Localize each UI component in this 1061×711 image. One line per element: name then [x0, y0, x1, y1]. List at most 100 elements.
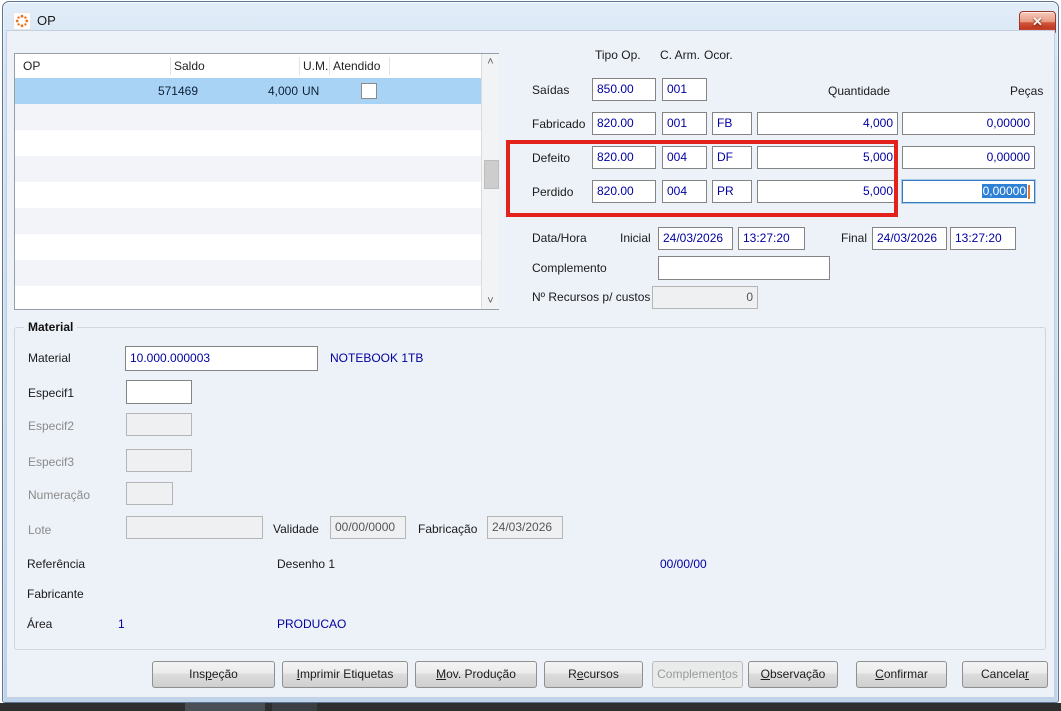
complementos-button: Complementos [652, 661, 743, 688]
perdido-c-arm-field[interactable]: 004 [662, 180, 707, 203]
cell-op: 571469 [157, 84, 198, 98]
text-caret [1028, 184, 1030, 199]
perdido-pecas-field-focused[interactable]: 0,00000 [902, 180, 1035, 203]
op-grid: OP Saldo U.M. Atendido 571469 4,000 UN ˄… [14, 53, 499, 310]
label-data-hora: Data/Hora [532, 231, 587, 245]
label-complemento: Complemento [532, 261, 607, 275]
referencia-data: 00/00/00 [660, 557, 707, 571]
empty-row [15, 104, 481, 130]
defeito-c-arm-field[interactable]: 004 [662, 146, 707, 169]
vertical-scrollbar[interactable]: ˄ ˅ [481, 54, 499, 309]
label-especif3: Especif3 [28, 455, 75, 469]
label-fabricacao: Fabricação [418, 522, 478, 536]
col-header-atendido: Atendido [333, 59, 381, 73]
col-header-saldo: Saldo [174, 59, 205, 73]
op-row-selected[interactable]: 571469 4,000 UN [15, 78, 481, 104]
column-separator [299, 57, 300, 75]
scroll-up-icon[interactable]: ˄ [487, 56, 494, 68]
inspecao-button[interactable]: Inspeção [152, 661, 275, 688]
header-c-arm: C. Arm. [660, 48, 701, 62]
material-group-title: Material [24, 320, 78, 334]
title-bar[interactable] [3, 2, 1056, 30]
atendido-checkbox[interactable] [361, 83, 377, 99]
scroll-thumb[interactable] [484, 160, 499, 189]
column-separator [329, 57, 330, 75]
imprimir-etiquetas-button[interactable]: Imprimir Etiquetas [282, 661, 408, 688]
col-header-um: U.M. [303, 59, 329, 73]
area-code: 1 [118, 617, 125, 631]
recursos-button[interactable]: Recursos [544, 661, 643, 688]
referencia-desenho: Desenho 1 [277, 557, 336, 571]
fabricado-tipo-op-field[interactable]: 820.00 [592, 112, 656, 135]
fabricado-quantidade-field[interactable]: 4,000 [757, 112, 898, 135]
empty-row [15, 208, 481, 234]
material-code-field[interactable]: 10.000.000003 [125, 346, 318, 371]
inicial-date-field[interactable]: 24/03/2026 [658, 227, 733, 250]
label-area: Área [27, 617, 53, 631]
label-defeito: Defeito [532, 151, 571, 165]
fabricado-ocor-field[interactable]: FB [712, 112, 752, 135]
label-numeracao: Numeração [28, 488, 91, 502]
window-title: OP [37, 13, 56, 28]
perdido-quantidade-field[interactable]: 5,000 [757, 180, 898, 203]
label-saidas: Saídas [532, 83, 570, 97]
empty-row [15, 260, 481, 286]
label-material: Material [28, 351, 71, 365]
label-fabricado: Fabricado [532, 117, 586, 131]
saidas-tipo-op-field[interactable]: 850.00 [592, 78, 656, 101]
numeracao-field [126, 482, 173, 505]
defeito-ocor-field[interactable]: DF [712, 146, 752, 169]
fabricado-c-arm-field[interactable]: 001 [662, 112, 707, 135]
validade-field: 00/00/0000 [330, 516, 406, 539]
fabricado-pecas-field[interactable]: 0,00000 [902, 112, 1035, 135]
num-recursos-field: 0 [652, 286, 758, 309]
fabricacao-field: 24/03/2026 [487, 516, 563, 539]
label-final: Final [841, 231, 868, 245]
cell-saldo: 4,000 [267, 84, 298, 98]
especif2-field [126, 413, 192, 436]
lote-field [126, 516, 263, 539]
final-date-field[interactable]: 24/03/2026 [872, 227, 947, 250]
label-inicial: Inicial [620, 231, 651, 245]
cell-um: UN [302, 84, 320, 98]
app-icon [13, 12, 31, 30]
inicial-time-field[interactable]: 13:27:20 [738, 227, 805, 250]
especif1-field[interactable] [126, 380, 192, 404]
label-num-recursos: Nº Recursos p/ custos [532, 290, 651, 304]
defeito-tipo-op-field[interactable]: 820.00 [592, 146, 656, 169]
defeito-quantidade-field[interactable]: 5,000 [757, 146, 898, 169]
column-separator [389, 57, 390, 75]
empty-row [15, 234, 481, 260]
empty-row [15, 156, 481, 182]
confirmar-button[interactable]: Confirmar [856, 661, 947, 688]
material-groupbox [14, 327, 1046, 650]
defeito-pecas-field[interactable]: 0,00000 [902, 146, 1035, 169]
label-especif2: Especif2 [28, 419, 75, 433]
especif3-field [126, 449, 192, 472]
scroll-down-icon[interactable]: ˅ [487, 295, 494, 307]
header-tipo-op: Tipo Op. [595, 48, 641, 62]
final-time-field[interactable]: 13:27:20 [950, 227, 1016, 250]
saidas-c-arm-field[interactable]: 001 [662, 78, 707, 101]
header-pecas: Peças [1010, 84, 1044, 98]
annotation-rectangle [506, 140, 898, 217]
label-referencia: Referência [27, 557, 86, 571]
mov-producao-button[interactable]: Mov. Produção [415, 661, 537, 688]
observacao-button[interactable]: Observação [748, 661, 838, 688]
complemento-field[interactable] [658, 256, 830, 280]
empty-row [15, 182, 481, 208]
label-lote: Lote [28, 523, 52, 537]
label-validade: Validade [273, 522, 319, 536]
perdido-ocor-field[interactable]: PR [712, 180, 752, 203]
app-icon-glyph [15, 14, 29, 28]
label-fabricante: Fabricante [27, 587, 84, 601]
empty-row [15, 286, 481, 312]
area-name: PRODUCAO [277, 617, 347, 631]
header-ocor: Ocor. [704, 48, 733, 62]
label-perdido: Perdido [532, 185, 574, 199]
perdido-tipo-op-field[interactable]: 820.00 [592, 180, 656, 203]
selected-text: 0,00000 [981, 184, 1027, 198]
cancelar-button[interactable]: Cancelar [962, 661, 1048, 688]
label-especif1: Especif1 [28, 386, 75, 400]
